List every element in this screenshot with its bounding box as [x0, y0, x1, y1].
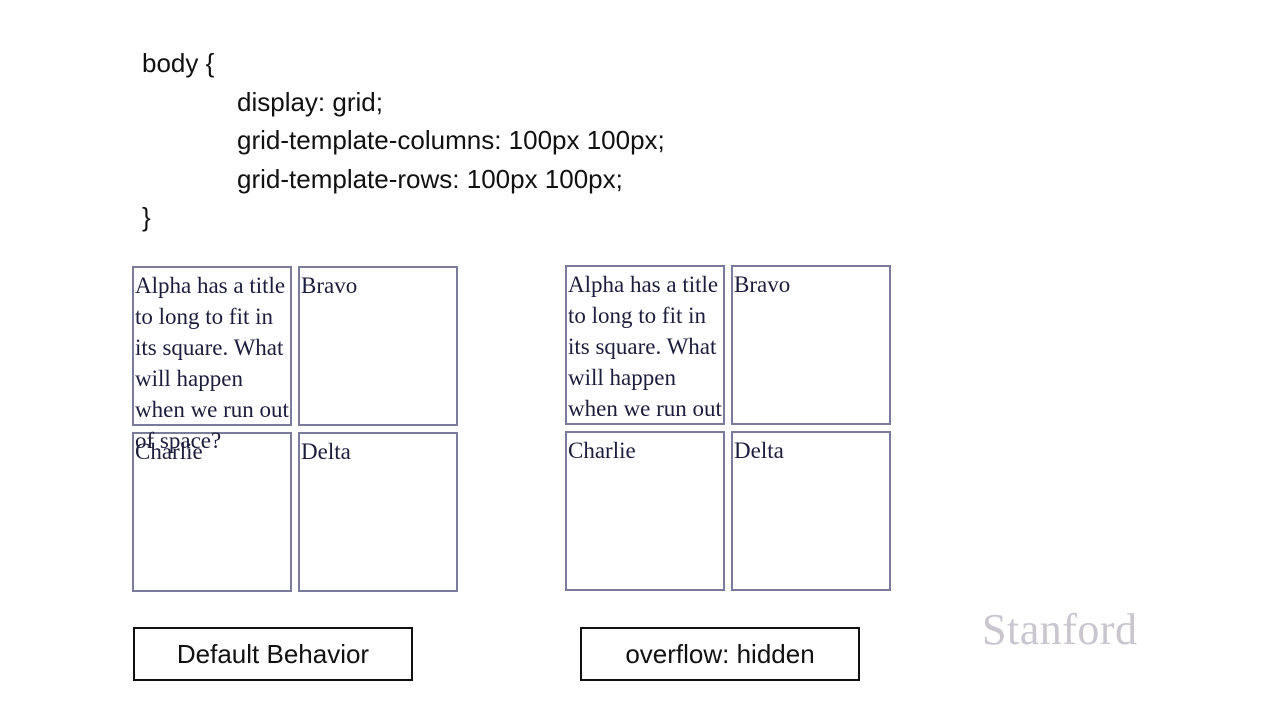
cell-alpha: Alpha has a title to long to fit in its … — [132, 266, 292, 453]
code-line-selector: body { — [142, 48, 215, 78]
stanford-logo: Stanford — [982, 605, 1138, 654]
cell-alpha: Alpha has a title to long to fit in its … — [565, 265, 725, 425]
cell-bravo: Bravo — [731, 265, 891, 425]
overflow-hidden-grid: Alpha has a title to long to fit in its … — [565, 265, 891, 591]
code-line-columns: grid-template-columns: 100px 100px; — [237, 125, 665, 155]
cell-charlie: Charlie — [132, 432, 292, 592]
cell-charlie: Charlie — [565, 431, 725, 591]
default-behavior-grid: Alpha has a title to long to fit in its … — [132, 266, 458, 592]
cell-delta: Delta — [298, 432, 458, 592]
code-line-rows: grid-template-rows: 100px 100px; — [237, 163, 623, 194]
cell-bravo: Bravo — [298, 266, 458, 426]
css-code-block: body { display: grid; grid-template-colu… — [142, 44, 665, 237]
overflow-hidden-caption: overflow: hidden — [580, 627, 860, 681]
cell-delta: Delta — [731, 431, 891, 591]
default-behavior-caption: Default Behavior — [133, 627, 413, 681]
code-line-display: display: grid; — [237, 86, 383, 117]
code-line-close: } — [142, 202, 151, 232]
